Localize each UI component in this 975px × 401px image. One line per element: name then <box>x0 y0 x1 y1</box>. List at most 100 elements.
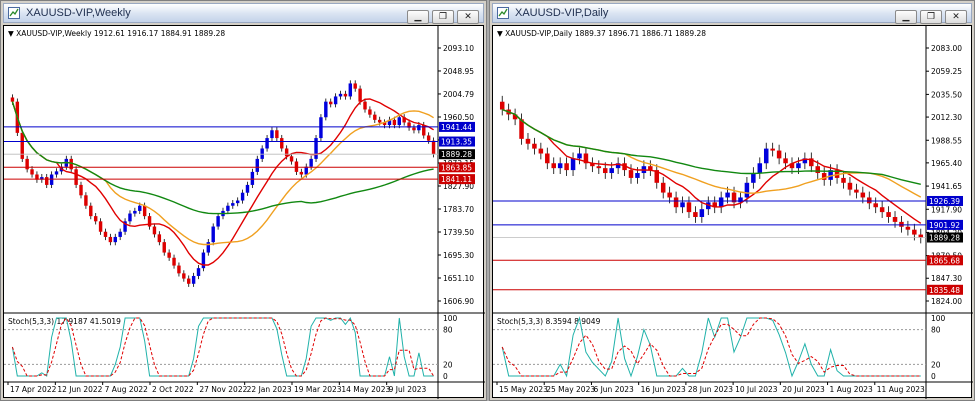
candle-body <box>108 236 113 243</box>
candle-body <box>201 252 206 269</box>
candle-body <box>196 268 201 276</box>
stoch-level-label: 0 <box>931 372 936 381</box>
chart-window-icon <box>8 7 20 19</box>
candle-body <box>382 122 387 126</box>
stoch-level-label: 20 <box>443 360 453 369</box>
candle-body <box>731 192 737 203</box>
candle-body <box>172 257 176 266</box>
stoch-label: Stoch(5,3,3) 8.3594 8.9049 <box>497 317 601 326</box>
candle-body <box>20 132 24 159</box>
candle-body <box>602 168 608 174</box>
medium-ma-line <box>501 108 922 198</box>
level-price-label: 1913.35 <box>441 138 472 147</box>
candle-body <box>532 143 537 149</box>
candle-body <box>226 205 230 211</box>
price-tick-label: 1783.70 <box>443 205 474 214</box>
daily-chart-area[interactable]: 2083.00 2059.25 2035.50 2012.30 1988.55 1965.… <box>492 25 973 399</box>
price-tick-label: 1847.30 <box>931 274 962 283</box>
restore-button[interactable]: ❐ <box>920 10 942 24</box>
candle-body <box>654 170 660 183</box>
level-price-tag <box>439 121 475 132</box>
slow-ma-line <box>501 108 921 185</box>
weekly-title-bar[interactable]: XAUUSD-VIP,Weekly ▁ ❐ ✕ <box>3 3 484 24</box>
stoch-level-label: 100 <box>443 314 458 323</box>
candle-body <box>706 202 711 210</box>
candle-body <box>519 119 524 139</box>
time-tick-label: 9 Jul 2023 <box>389 385 427 394</box>
candle-body <box>744 182 750 198</box>
minimize-button[interactable]: ▁ <box>407 10 429 24</box>
candle-body <box>343 93 348 97</box>
candle-body <box>69 158 73 170</box>
daily-chart-svg[interactable]: 2083.00 2059.25 2035.50 2012.30 1988.55 1965.… <box>493 26 973 399</box>
close-button[interactable]: ✕ <box>457 10 479 24</box>
daily-title-bar[interactable]: XAUUSD-VIP,Daily ▁ ❐ ✕ <box>492 3 972 24</box>
candle-body <box>45 177 49 185</box>
price-tick-label: 1739.50 <box>443 228 474 237</box>
candle-body <box>392 119 397 126</box>
candle-body <box>162 242 166 253</box>
daily-chart-window[interactable]: XAUUSD-VIP,Daily ▁ ❐ ✕ 2083.00 2059.25 2035.… <box>489 0 975 401</box>
level-price-tag <box>927 255 963 266</box>
stoch-level-label: 100 <box>931 314 946 323</box>
candle-body <box>770 148 775 151</box>
price-tick-label: 1988.55 <box>931 136 962 145</box>
candle-body <box>407 122 411 128</box>
candle-body <box>609 168 614 174</box>
level-price-label: 1863.85 <box>441 163 472 172</box>
candle-body <box>255 158 259 172</box>
candle-body <box>431 140 436 155</box>
restore-button[interactable]: ❐ <box>432 10 454 24</box>
time-tick-label: 22 Jan 2023 <box>247 385 292 394</box>
weekly-chart-svg[interactable]: 2093.102048.952004.791960.501916.351872.… <box>4 26 485 399</box>
candle-body <box>402 117 406 123</box>
candle-body <box>250 171 255 185</box>
close-button[interactable]: ✕ <box>945 10 967 24</box>
candle-body <box>802 158 808 164</box>
current-price-label: 1889.28 <box>929 234 960 243</box>
slow-ma-line <box>11 101 434 215</box>
stoch-d-line <box>11 317 435 377</box>
candle-body <box>590 163 595 167</box>
fast-ma-line <box>11 98 434 266</box>
candle-body <box>828 170 833 180</box>
time-tick-label: 28 Jun 2023 <box>688 385 733 394</box>
candle-body <box>123 221 127 232</box>
candle-body <box>324 101 328 118</box>
price-tick-label: 1965.40 <box>931 159 962 168</box>
stoch-level-label: 20 <box>931 360 941 369</box>
candle-body <box>187 278 191 284</box>
candle-body <box>152 226 157 235</box>
candle-body <box>635 173 640 178</box>
time-tick-label: 10 Jul 2023 <box>735 385 778 394</box>
candle-body <box>182 273 186 279</box>
candle-body <box>329 101 333 105</box>
candle-body <box>49 174 54 185</box>
current-price-label: 1889.28 <box>441 150 472 159</box>
minimize-button[interactable]: ▁ <box>895 10 917 24</box>
weekly-chart-window[interactable]: XAUUSD-VIP,Weekly ▁ ❐ ✕ 2093.10 2048.95 2004… <box>0 0 487 401</box>
candle-body <box>712 202 717 208</box>
time-tick-label: 7 Aug 2022 <box>105 385 148 394</box>
candle-body <box>128 213 132 222</box>
candle-body <box>191 275 196 284</box>
candle-body <box>40 177 44 180</box>
candle-body <box>667 192 672 198</box>
price-tick-label: 2059.25 <box>931 67 962 76</box>
candle-body <box>270 130 274 139</box>
candle-body <box>512 114 518 120</box>
level-price-tag <box>927 219 963 230</box>
price-tick-label: 1827.90 <box>443 182 474 191</box>
weekly-chart-area[interactable]: 2093.102048.952004.791960.501916.351872.… <box>3 25 485 399</box>
price-tick-label: 1917.90 <box>931 205 962 214</box>
stoch-k-line <box>11 316 434 377</box>
candle-body <box>133 210 137 214</box>
candle-body <box>628 170 634 178</box>
candle-body <box>426 135 431 141</box>
candle-body <box>718 197 724 208</box>
candle-body <box>280 138 284 149</box>
price-tick-label: 1960.50 <box>443 113 474 122</box>
candle-body <box>74 169 78 185</box>
ohlc-label: ▼ XAUUSD-VIP,Daily 1889.37 1896.71 1886.… <box>497 29 706 38</box>
level-price-label: 1941.44 <box>441 123 472 132</box>
